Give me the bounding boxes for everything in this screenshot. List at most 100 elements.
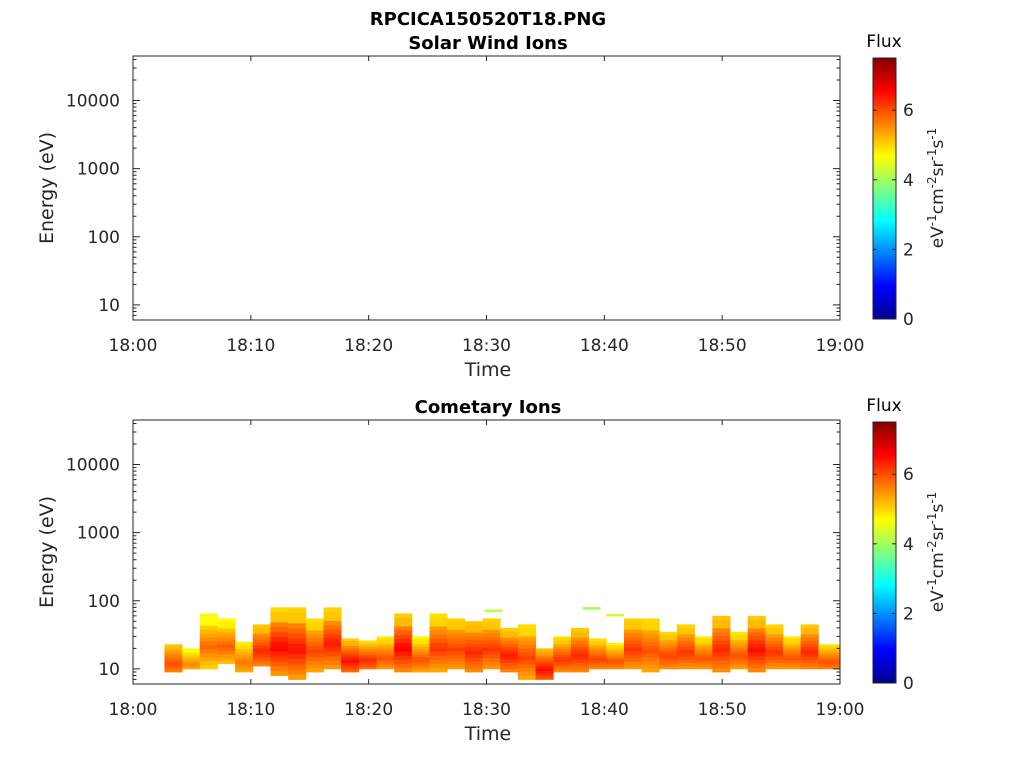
spectrogram-cell <box>623 658 643 663</box>
spectrogram-cell <box>500 637 519 641</box>
spectrogram-cell <box>765 637 784 641</box>
spectrogram-cell <box>376 657 395 660</box>
spectrogram-cell <box>623 650 643 655</box>
spectrogram-cell <box>235 643 254 647</box>
y-axis-ticks: 10 100 1000 10000 <box>66 58 840 321</box>
spectrogram-cell <box>235 665 254 669</box>
spectrogram-cell <box>570 665 590 670</box>
spectrogram-cell <box>783 647 802 651</box>
spectrogram-cell <box>570 631 590 635</box>
spectrogram-cell <box>517 651 536 657</box>
spectrogram-cell <box>429 659 448 665</box>
spectrogram-cell <box>464 621 483 626</box>
x-axis-label: Time <box>464 359 512 381</box>
spectrogram-cell <box>323 642 342 648</box>
spectrogram-column <box>305 618 324 673</box>
spectrogram-cell <box>358 664 377 668</box>
spectrogram-cell <box>747 643 766 649</box>
spectrogram-cell <box>394 659 413 665</box>
spectrogram-cell <box>747 615 766 621</box>
spectrogram-cell <box>235 663 254 666</box>
spectrogram-cell <box>235 661 254 664</box>
spectrogram-cell <box>641 626 660 631</box>
spectrogram-cell <box>747 663 766 669</box>
spectrogram-cell <box>500 643 519 648</box>
spectrogram-cell <box>818 646 840 649</box>
spectrogram-cell <box>659 637 678 641</box>
spectrogram-cell <box>164 662 183 665</box>
y-axis-label: Energy (eV) <box>36 132 58 244</box>
spectrogram-cell <box>641 618 660 623</box>
spectrogram-cell <box>676 646 696 651</box>
spectrogram-cell <box>182 657 201 660</box>
spectrogram-cell <box>570 649 590 654</box>
spectrogram-cell <box>694 647 713 651</box>
spectrogram-column <box>411 636 430 673</box>
spectrogram-cell <box>694 664 713 667</box>
spectrogram-cell <box>676 656 696 660</box>
spectrogram-cell <box>694 654 713 658</box>
spectrogram-cell <box>288 617 307 624</box>
spectrogram-cell <box>800 643 819 648</box>
spectrogram-cell <box>376 647 395 651</box>
spectrogram-cell <box>217 644 236 648</box>
y-tick-label: 10000 <box>66 456 120 476</box>
spectrogram-cell <box>447 658 466 663</box>
spectrogram-cell <box>712 643 731 649</box>
spectrogram-cell <box>818 649 840 652</box>
spectrogram-cell <box>323 638 342 643</box>
spectrogram-cell <box>358 640 377 644</box>
spectrogram-cell <box>270 626 289 633</box>
spectrogram-cell <box>288 633 307 639</box>
spectrogram-cell <box>447 654 466 659</box>
spectrogram-cell <box>182 648 201 651</box>
x-tick-label: 18:40 <box>580 700 629 720</box>
spectrogram-cell <box>818 658 840 661</box>
spectrogram-cell <box>535 652 554 656</box>
spectrogram-cell <box>730 634 749 638</box>
spectrogram-cell <box>765 656 784 660</box>
spectrogram-cell <box>394 663 413 669</box>
spectrogram-cell <box>323 664 342 670</box>
spectrogram-cell <box>341 662 360 666</box>
colorbar-tick-label: 2 <box>903 240 914 260</box>
spectrogram-cell <box>305 645 324 650</box>
spectrogram-cell <box>730 637 749 641</box>
spectrogram-cell <box>217 621 236 626</box>
colorbar-tick-label: 0 <box>903 674 914 694</box>
spectrogram-cell <box>235 652 254 656</box>
spectrogram-cell <box>588 642 607 646</box>
spectrogram-cell <box>358 646 377 650</box>
spectrogram-cell <box>747 667 766 673</box>
spectrogram-cell <box>659 642 678 646</box>
spectrogram-cell <box>535 675 554 678</box>
spectrogram-cell <box>623 665 643 670</box>
spectrogram-cell <box>429 655 448 660</box>
spectrogram-cell <box>270 631 289 637</box>
spectrogram-cell <box>482 636 501 641</box>
spectrogram-cell <box>553 669 572 673</box>
spectrogram-cell <box>712 647 731 653</box>
spectrogram-cell <box>623 632 643 637</box>
spectrogram-cell <box>358 658 377 662</box>
spectrogram-cell <box>783 659 802 663</box>
colorbar-ticks: 0 2 4 6 <box>873 465 914 694</box>
spectrogram-column <box>270 607 289 676</box>
spectrogram-cell <box>641 629 660 635</box>
y-tick-label: 100 <box>88 592 120 612</box>
spectrogram-cell <box>429 626 448 631</box>
spectrogram-cell <box>411 666 430 670</box>
spectrogram-cell <box>500 631 519 635</box>
spectrogram-cell <box>517 632 536 637</box>
spectrogram-cell <box>553 644 572 647</box>
x-tick-label: 18:50 <box>698 336 747 356</box>
spectrogram-cell <box>252 630 271 634</box>
spectrogram-cell <box>199 641 218 646</box>
spectrogram-cell <box>676 652 696 657</box>
spectrogram-column <box>252 624 271 667</box>
spectrogram-cell <box>217 634 236 639</box>
spectrogram-cell <box>288 607 307 613</box>
spectrogram-cell <box>500 665 519 670</box>
spectrogram-cell <box>783 657 802 660</box>
spectrogram-cell <box>818 663 840 666</box>
